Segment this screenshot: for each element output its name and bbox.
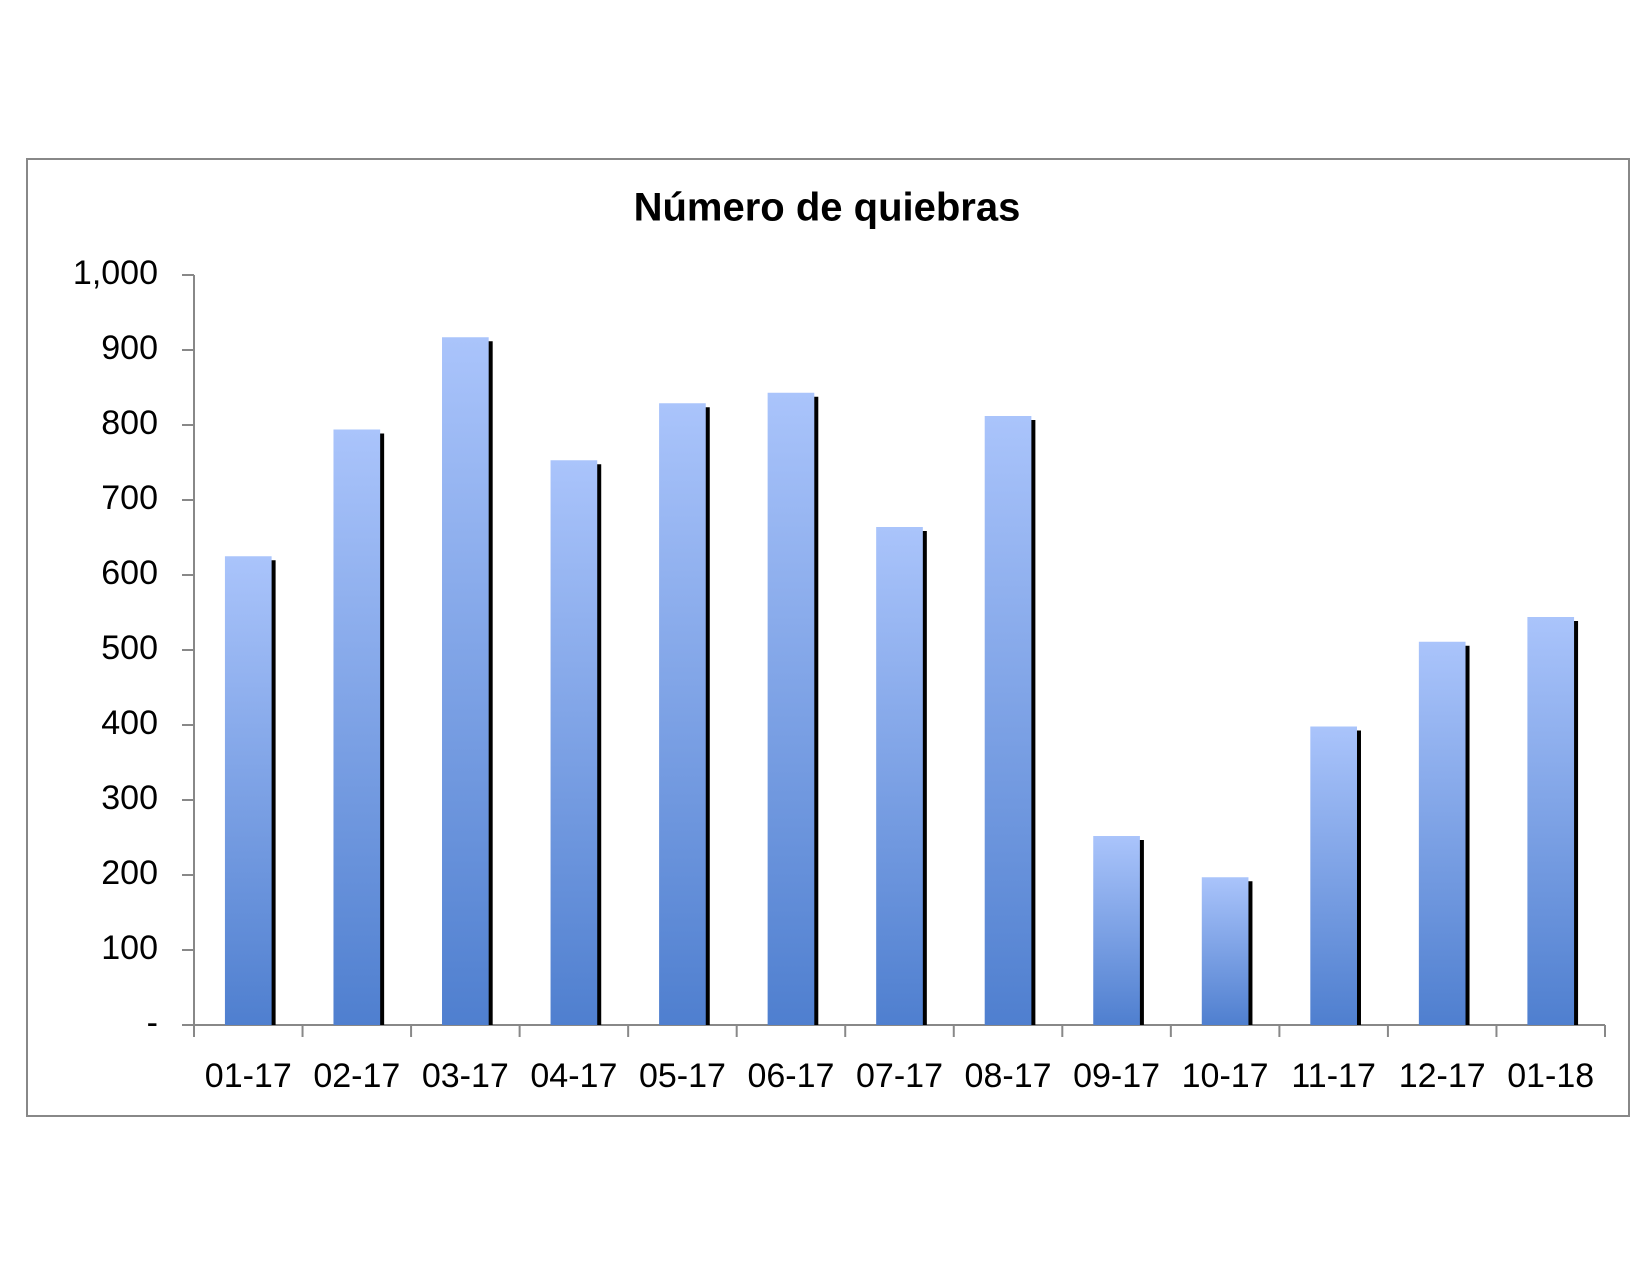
x-tick-label: 02-17 [313, 1057, 400, 1095]
bar [224, 556, 272, 1025]
bar [1418, 641, 1466, 1025]
x-tick-label: 04-17 [530, 1057, 617, 1095]
chart-frame [26, 158, 1630, 1117]
x-tick-label: 01-17 [205, 1057, 292, 1095]
y-tick-label: 800 [101, 404, 158, 442]
chart-title: Número de quiebras [634, 186, 1021, 230]
bar [1527, 617, 1575, 1025]
x-tick-label: 01-18 [1507, 1057, 1594, 1095]
bar [876, 527, 923, 1025]
bar [659, 403, 706, 1025]
x-tick-label: 03-17 [422, 1057, 509, 1095]
bar [984, 416, 1032, 1025]
bar [1093, 836, 1140, 1025]
x-tick-label: 09-17 [1073, 1057, 1160, 1095]
y-tick-label: 100 [101, 929, 158, 967]
x-tick-label: 06-17 [747, 1057, 834, 1095]
x-tick-label: 08-17 [965, 1057, 1052, 1095]
y-tick-label: 700 [101, 479, 158, 517]
y-tick-label: 1,000 [73, 254, 158, 292]
bar [333, 429, 381, 1025]
y-tick-label: 900 [101, 329, 158, 367]
y-tick-label: 300 [101, 779, 158, 817]
bar [1201, 877, 1249, 1025]
x-tick-label: 10-17 [1182, 1057, 1269, 1095]
bar [767, 392, 815, 1025]
bar [1310, 726, 1357, 1025]
x-tick-label: 07-17 [856, 1057, 943, 1095]
y-tick-label: 600 [101, 554, 158, 592]
bar [550, 460, 598, 1025]
x-tick-label: 12-17 [1399, 1057, 1486, 1095]
y-tick-label: 400 [101, 704, 158, 742]
y-tick-label: - [147, 1004, 158, 1042]
y-tick-label: 500 [101, 629, 158, 667]
x-tick-label: 05-17 [639, 1057, 726, 1095]
y-tick-label: 200 [101, 854, 158, 892]
bar [442, 337, 489, 1025]
x-tick-label: 11-17 [1291, 1057, 1375, 1095]
